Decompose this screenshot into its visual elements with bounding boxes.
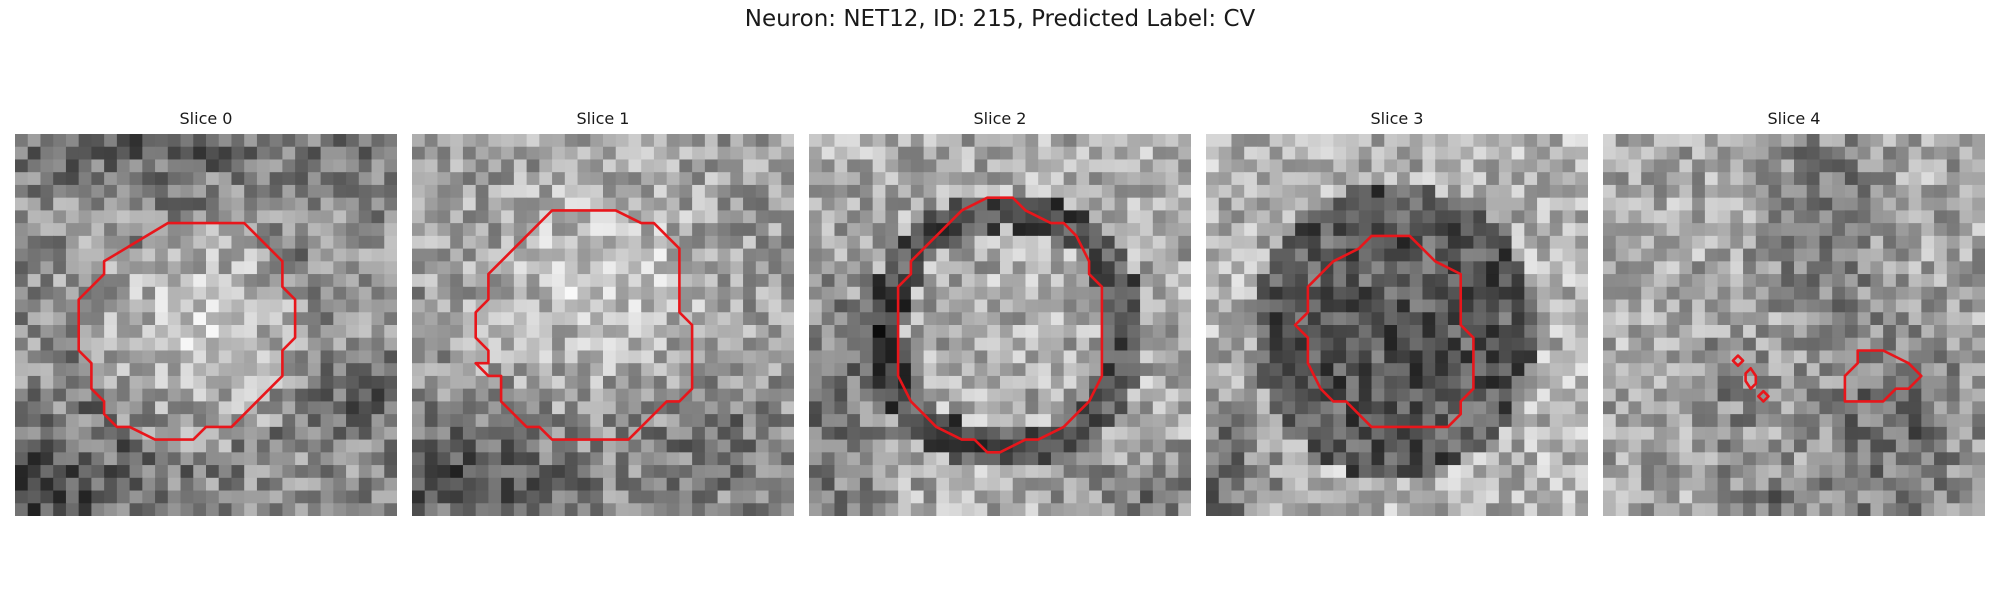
slice-image	[412, 134, 794, 516]
segmentation-outline	[474, 209, 694, 441]
segmentation-outline	[77, 221, 297, 441]
slice-title: Slice 4	[1767, 109, 1821, 128]
segmentation-outline	[896, 196, 1104, 454]
segmentation-outline	[1744, 367, 1758, 390]
segmentation-outline	[1293, 234, 1475, 429]
slice-panel-1: Slice 1	[412, 108, 794, 516]
segmentation-outline	[1731, 354, 1745, 367]
figure-title: Neuron: NET12, ID: 215, Predicted Label:…	[744, 6, 1256, 32]
segmentation-outline	[1757, 389, 1770, 403]
slice-title: Slice 3	[1370, 109, 1424, 128]
segmentation-outline	[1843, 349, 1923, 403]
slice-image	[1206, 134, 1588, 516]
slice-title: Slice 2	[973, 109, 1027, 128]
slice-title: Slice 0	[179, 109, 233, 128]
slice-image	[15, 134, 397, 516]
slice-image	[809, 134, 1191, 516]
slice-panel-4: Slice 4	[1603, 108, 1985, 516]
slice-panel-0: Slice 0	[15, 108, 397, 516]
slice-image	[1603, 134, 1985, 516]
slice-title: Slice 1	[576, 109, 630, 128]
slice-panel-2: Slice 2	[809, 108, 1191, 516]
slice-panel-3: Slice 3	[1206, 108, 1588, 516]
